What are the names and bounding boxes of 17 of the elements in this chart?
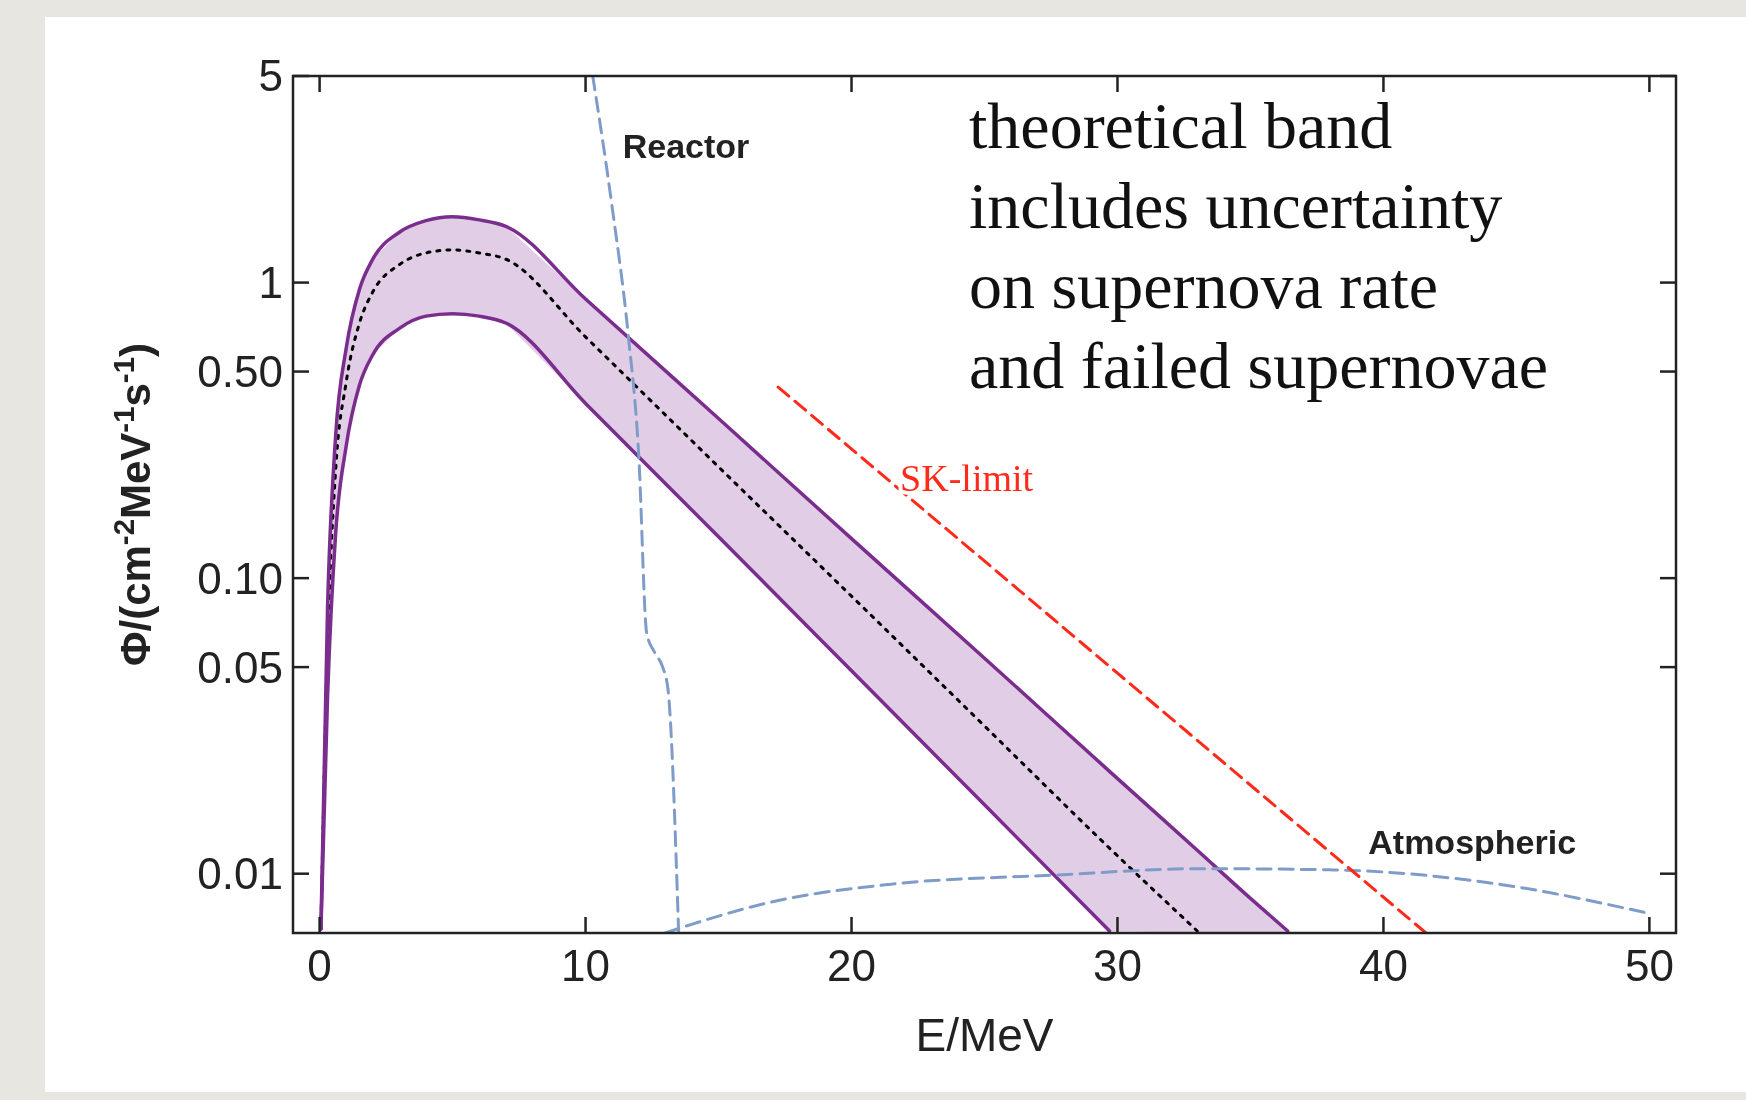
y-tick-label: 0.10 (197, 553, 283, 603)
x-tick-label: 50 (1624, 941, 1674, 990)
series-label: Atmospheric (1368, 823, 1577, 862)
series-label: Reactor (622, 127, 750, 165)
y-tick-label: 0.50 (197, 346, 283, 396)
x-tick-label: 40 (1358, 941, 1408, 990)
x-tick-label: 20 (827, 941, 876, 990)
x-tick-label: 10 (561, 941, 611, 990)
y-tick-label: 5 (258, 51, 283, 101)
series-label: SK-limit (900, 457, 1034, 500)
annotation: theoretical band includes uncertainty on supernova rate and failed supernovae (969, 89, 1549, 402)
y-tick-label: 0.05 (197, 642, 283, 692)
x-axis-title: E/MeV (915, 1009, 1054, 1061)
x-tick-label: 0 (307, 941, 332, 990)
x-tick-label: 30 (1093, 941, 1142, 990)
y-tick-label: 1 (258, 257, 283, 307)
y-tick-label: 0.01 (197, 849, 283, 899)
